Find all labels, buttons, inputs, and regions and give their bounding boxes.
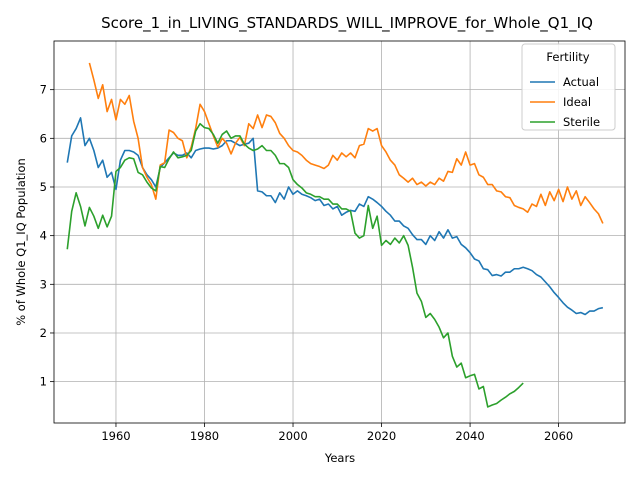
y-tick-label: 1 bbox=[40, 375, 47, 389]
legend-title: Fertility bbox=[546, 50, 589, 64]
y-axis: 1 2 3 4 5 6 7 bbox=[40, 83, 54, 389]
legend-label-sterile: Sterile bbox=[563, 115, 600, 129]
x-tick-label: 1960 bbox=[101, 429, 130, 443]
x-axis: 1960 1980 2000 2020 2040 2060 bbox=[101, 423, 573, 443]
y-axis-label: % of Whole Q1_IQ Population bbox=[14, 158, 28, 326]
y-tick-label: 4 bbox=[40, 229, 47, 243]
x-tick-label: 1980 bbox=[190, 429, 219, 443]
legend-label-actual: Actual bbox=[563, 75, 599, 89]
y-tick-label: 2 bbox=[40, 326, 47, 340]
chart-title: Score_1_in_LIVING_STANDARDS_WILL_IMPROVE… bbox=[101, 14, 593, 33]
series-line-ideal bbox=[88, 62, 604, 224]
x-tick-label: 2060 bbox=[544, 429, 573, 443]
plot-area-frame bbox=[53, 40, 626, 424]
x-tick-label: 2020 bbox=[367, 429, 396, 443]
y-tick-label: 6 bbox=[40, 131, 47, 145]
series-line-actual bbox=[66, 117, 604, 316]
legend-box bbox=[521, 43, 616, 131]
y-tick-label: 5 bbox=[40, 180, 47, 194]
x-tick-label: 2040 bbox=[455, 429, 484, 443]
x-tick-label: 2000 bbox=[278, 429, 307, 443]
x-axis-label: Years bbox=[324, 451, 355, 465]
series-lines bbox=[66, 62, 604, 408]
legend: Fertility Actual Ideal Sterile bbox=[521, 43, 616, 131]
legend-label-ideal: Ideal bbox=[563, 95, 591, 109]
series-line-sterile bbox=[66, 122, 524, 408]
legend-items: Actual Ideal Sterile bbox=[530, 75, 600, 129]
y-tick-label: 7 bbox=[40, 83, 47, 97]
y-tick-label: 3 bbox=[40, 277, 47, 291]
